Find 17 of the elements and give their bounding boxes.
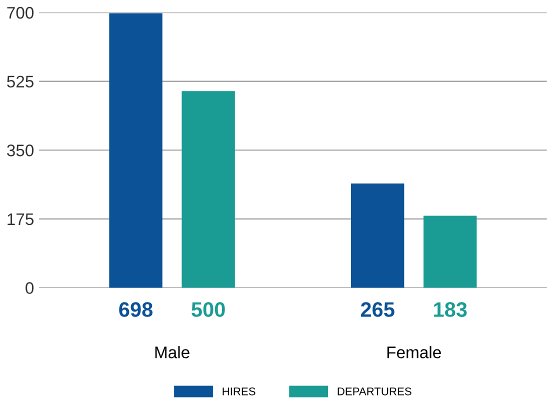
y-tick-label: 700 [7, 6, 34, 19]
data-label: 183 [434, 302, 467, 317]
bar [182, 91, 235, 288]
data-label: 265 [360, 302, 394, 317]
legend-label: HIRES [222, 387, 256, 396]
y-tick-label: 0 [26, 282, 34, 294]
x-tick-label: Male [155, 346, 190, 358]
bar [424, 216, 477, 288]
legend-label: DEPARTURES [338, 387, 412, 396]
data-label: 500 [192, 302, 225, 317]
y-tick-label: 525 [7, 76, 34, 88]
y-tick-label: 350 [7, 144, 34, 156]
data-label: 698 [119, 302, 153, 317]
y-tick-label: 175 [8, 214, 34, 226]
x-tick-label: Female [387, 346, 441, 358]
bar [350, 184, 404, 288]
bar [109, 13, 162, 288]
